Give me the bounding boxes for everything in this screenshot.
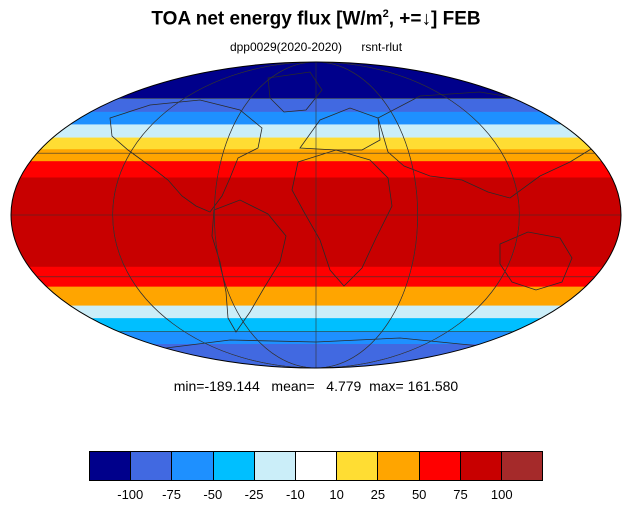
colorbar-tick-label: -10 <box>285 487 305 502</box>
colorbar-segment <box>254 452 296 480</box>
longitude-line <box>112 62 520 368</box>
title-main: TOA net energy flux [W/m <box>151 8 383 30</box>
colorbar-tick-label: -100 <box>117 487 144 502</box>
colorbar-segment <box>213 452 255 480</box>
colorbar-segment <box>337 452 379 480</box>
africa-outline <box>291 149 393 287</box>
figure-subtitle: dpp0029(2020-2020) rsnt-rlut <box>0 40 632 54</box>
colorbar-tick-label: 100 <box>490 487 513 502</box>
colorbar-segment <box>131 452 173 480</box>
colorbar-tick-label: 50 <box>411 487 427 502</box>
colorbar-segment <box>419 452 461 480</box>
australia-outline <box>499 231 573 291</box>
colorbar-segment <box>501 452 543 480</box>
subtitle-left: dpp0029(2020-2020) <box>229 40 343 54</box>
subtitle-right: rsnt-rlut <box>361 40 403 54</box>
colorbar-segment <box>172 452 214 480</box>
colorbar-tick-label: -75 <box>162 487 181 502</box>
colorbar <box>89 451 543 481</box>
colorbar-tick-label: -50 <box>203 487 223 502</box>
colorbar-segment <box>90 452 132 480</box>
colorbar-tick-label: 10 <box>329 487 344 502</box>
title-rest: , +=↓] FEB <box>388 8 481 30</box>
colorbar-segment <box>460 452 502 480</box>
north-america-outline <box>109 99 263 213</box>
longitude-line <box>214 62 418 368</box>
figure-title: TOA net energy flux [W/m2, +=↓] FEB <box>0 8 632 30</box>
colorbar-labels: -100 -75 -50 -25 -10 10 25 50 75 100 <box>0 487 632 503</box>
greenland-outline <box>267 71 323 113</box>
europe-outline <box>299 107 381 151</box>
title-superscript: 2 <box>382 8 389 20</box>
colorbar-tick-label: -25 <box>244 487 264 502</box>
colorbar-segment <box>378 452 420 480</box>
colorbar-tick-label: 75 <box>453 487 468 502</box>
asia-outline <box>377 91 597 199</box>
stats-line: min=-189.144 mean= 4.779 max= 161.580 <box>173 378 459 394</box>
map-border <box>10 61 622 369</box>
colorbar-segment <box>295 452 338 480</box>
colorbar-tick-label: 25 <box>370 487 386 502</box>
south-america-outline <box>211 199 287 333</box>
continent-outlines <box>109 71 597 361</box>
